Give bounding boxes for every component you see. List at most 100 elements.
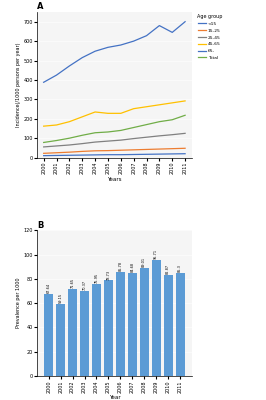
- <15: [184, 151, 187, 156]
- 45-65: [132, 106, 135, 111]
- Total: [94, 130, 97, 135]
- Line: Total: Total: [44, 115, 185, 142]
- Text: 82.87: 82.87: [166, 264, 170, 274]
- X-axis label: Year: Year: [109, 396, 120, 400]
- Total: [119, 128, 122, 133]
- Text: 59.15: 59.15: [59, 293, 63, 303]
- 45-65: [145, 104, 148, 109]
- Text: 71.65: 71.65: [70, 278, 74, 288]
- Text: A: A: [37, 2, 44, 11]
- Total: [68, 136, 71, 140]
- <15: [106, 152, 110, 157]
- Bar: [164, 276, 173, 376]
- <15: [158, 152, 161, 156]
- 45-65: [106, 111, 110, 116]
- 65-: [171, 30, 174, 35]
- <15: [68, 153, 71, 158]
- 15-25: [106, 148, 110, 153]
- 25-45: [184, 131, 187, 136]
- 45-65: [94, 110, 97, 114]
- 65-: [184, 19, 187, 24]
- Total: [106, 130, 110, 134]
- 25-45: [119, 138, 122, 142]
- Text: 84.68: 84.68: [130, 262, 134, 272]
- X-axis label: Years: Years: [107, 177, 122, 182]
- 15-25: [171, 146, 174, 151]
- 65-: [119, 43, 122, 48]
- Total: [42, 140, 45, 145]
- Y-axis label: Prevalence per 1000: Prevalence per 1000: [16, 278, 21, 328]
- <15: [42, 153, 45, 158]
- 45-65: [81, 114, 84, 119]
- Bar: [128, 273, 137, 376]
- Total: [171, 117, 174, 122]
- 25-45: [171, 132, 174, 137]
- 45-65: [68, 119, 71, 124]
- Line: 65-: 65-: [44, 22, 185, 82]
- Bar: [152, 260, 161, 376]
- 45-65: [119, 111, 122, 116]
- 65-: [81, 55, 84, 60]
- 65-: [42, 80, 45, 85]
- 45-65: [158, 102, 161, 107]
- Bar: [176, 272, 185, 376]
- Text: 85.3: 85.3: [178, 264, 182, 272]
- 65-: [94, 49, 97, 54]
- 15-25: [184, 146, 187, 151]
- 65-: [132, 39, 135, 44]
- Total: [184, 113, 187, 118]
- <15: [81, 153, 84, 158]
- Y-axis label: Incidence(/1000 persons per year): Incidence(/1000 persons per year): [16, 42, 21, 127]
- 65-: [106, 45, 110, 50]
- Total: [132, 125, 135, 130]
- Text: 78.73: 78.73: [106, 269, 110, 280]
- 65-: [55, 73, 58, 78]
- Text: 85.78: 85.78: [118, 261, 122, 271]
- Bar: [104, 280, 113, 376]
- 15-25: [42, 151, 45, 156]
- Total: [81, 133, 84, 138]
- Bar: [140, 268, 149, 376]
- <15: [132, 152, 135, 157]
- Bar: [80, 291, 89, 376]
- 15-25: [81, 149, 84, 154]
- Bar: [116, 272, 125, 376]
- 15-25: [68, 150, 71, 154]
- Bar: [44, 294, 53, 376]
- 45-65: [55, 122, 58, 127]
- <15: [55, 153, 58, 158]
- <15: [171, 152, 174, 156]
- 15-25: [145, 147, 148, 152]
- 15-25: [55, 150, 58, 155]
- <15: [145, 152, 148, 157]
- 25-45: [106, 139, 110, 144]
- Bar: [92, 284, 101, 376]
- 65-: [158, 23, 161, 28]
- 15-25: [119, 148, 122, 153]
- <15: [94, 152, 97, 157]
- Line: <15: <15: [44, 154, 185, 156]
- Text: 75.95: 75.95: [94, 273, 98, 283]
- 25-45: [81, 141, 84, 146]
- Text: 95.71: 95.71: [154, 249, 158, 259]
- 45-65: [184, 98, 187, 103]
- Total: [158, 119, 161, 124]
- 25-45: [68, 142, 71, 147]
- Text: 89.01: 89.01: [142, 257, 146, 267]
- Legend: <15, 15-25, 25-45, 45-65, 65-, Total: <15, 15-25, 25-45, 45-65, 65-, Total: [197, 14, 222, 60]
- 15-25: [132, 148, 135, 152]
- 25-45: [94, 140, 97, 144]
- Bar: [68, 289, 77, 376]
- 25-45: [55, 144, 58, 148]
- 65-: [145, 33, 148, 38]
- 25-45: [158, 134, 161, 138]
- 45-65: [171, 100, 174, 105]
- 25-45: [132, 136, 135, 141]
- Line: 45-65: 45-65: [44, 101, 185, 126]
- Total: [145, 122, 148, 127]
- Line: 25-45: 25-45: [44, 133, 185, 147]
- Text: 67.64: 67.64: [47, 283, 51, 293]
- 15-25: [94, 148, 97, 153]
- Text: B: B: [37, 221, 44, 230]
- 15-25: [158, 147, 161, 152]
